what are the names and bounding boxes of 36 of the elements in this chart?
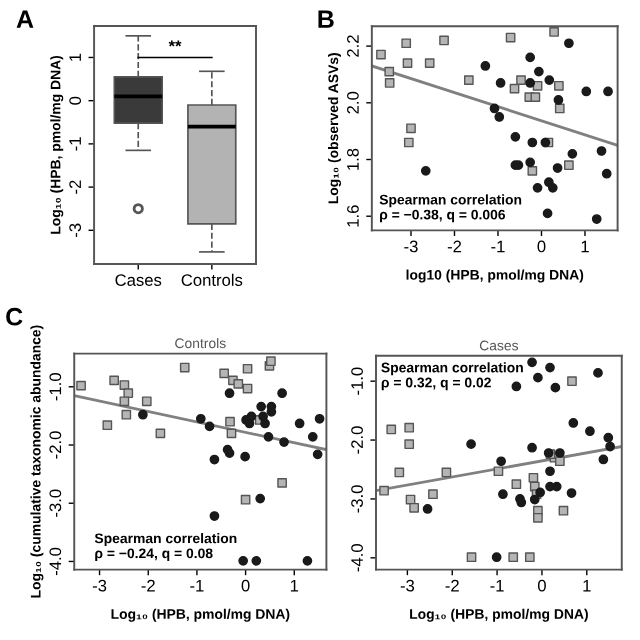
y-tick-label: 1 [69, 53, 81, 61]
y-tick-label: 2.2 [347, 35, 359, 57]
annotation: ** [168, 40, 182, 47]
y-tick-label: 0 [69, 96, 82, 105]
x-tick-label: -3 [404, 240, 418, 253]
y-tick-label: -2 [69, 180, 81, 194]
x-tick-label: 0 [241, 579, 250, 592]
y-tick-label: 2.0 [347, 91, 359, 114]
y-tick-label: -4.0 [351, 544, 363, 572]
y-tick-label: 1.6 [347, 205, 359, 227]
x-tick-label: -2 [141, 579, 155, 592]
text: C [6, 307, 23, 326]
y-tick-label: -4.0 [49, 547, 62, 576]
x-tick-label: -2 [447, 240, 462, 253]
y-tick-label: 1.8 [347, 148, 359, 170]
x-tick-label: 1 [583, 579, 591, 592]
y-tick-label: -1.0 [49, 373, 62, 401]
y-tick-label: -2.0 [49, 431, 62, 459]
text: B [318, 10, 334, 28]
x-tick-label: -3 [92, 579, 107, 592]
x-tick-label: 0 [537, 579, 546, 592]
text: A [16, 10, 34, 28]
x-tick-label: -2 [445, 579, 459, 592]
x-tick-label: -1 [190, 579, 204, 592]
x-tick-label: -3 [400, 579, 415, 592]
x-tick-label: -1 [491, 240, 505, 253]
x-tick-label: 0 [537, 240, 546, 253]
x-tick-label: 1 [581, 240, 589, 253]
x-tick-label: -1 [490, 579, 504, 592]
y-tick-label: -3.0 [49, 489, 62, 517]
y-tick-label: -2.0 [351, 426, 363, 454]
x-tick-label: 1 [290, 579, 299, 592]
y-tick-label: -1.0 [351, 367, 363, 395]
y-tick-label: -1 [69, 137, 81, 151]
y-tick-label: -3 [69, 223, 82, 237]
y-tick-label: -3.0 [351, 485, 363, 513]
